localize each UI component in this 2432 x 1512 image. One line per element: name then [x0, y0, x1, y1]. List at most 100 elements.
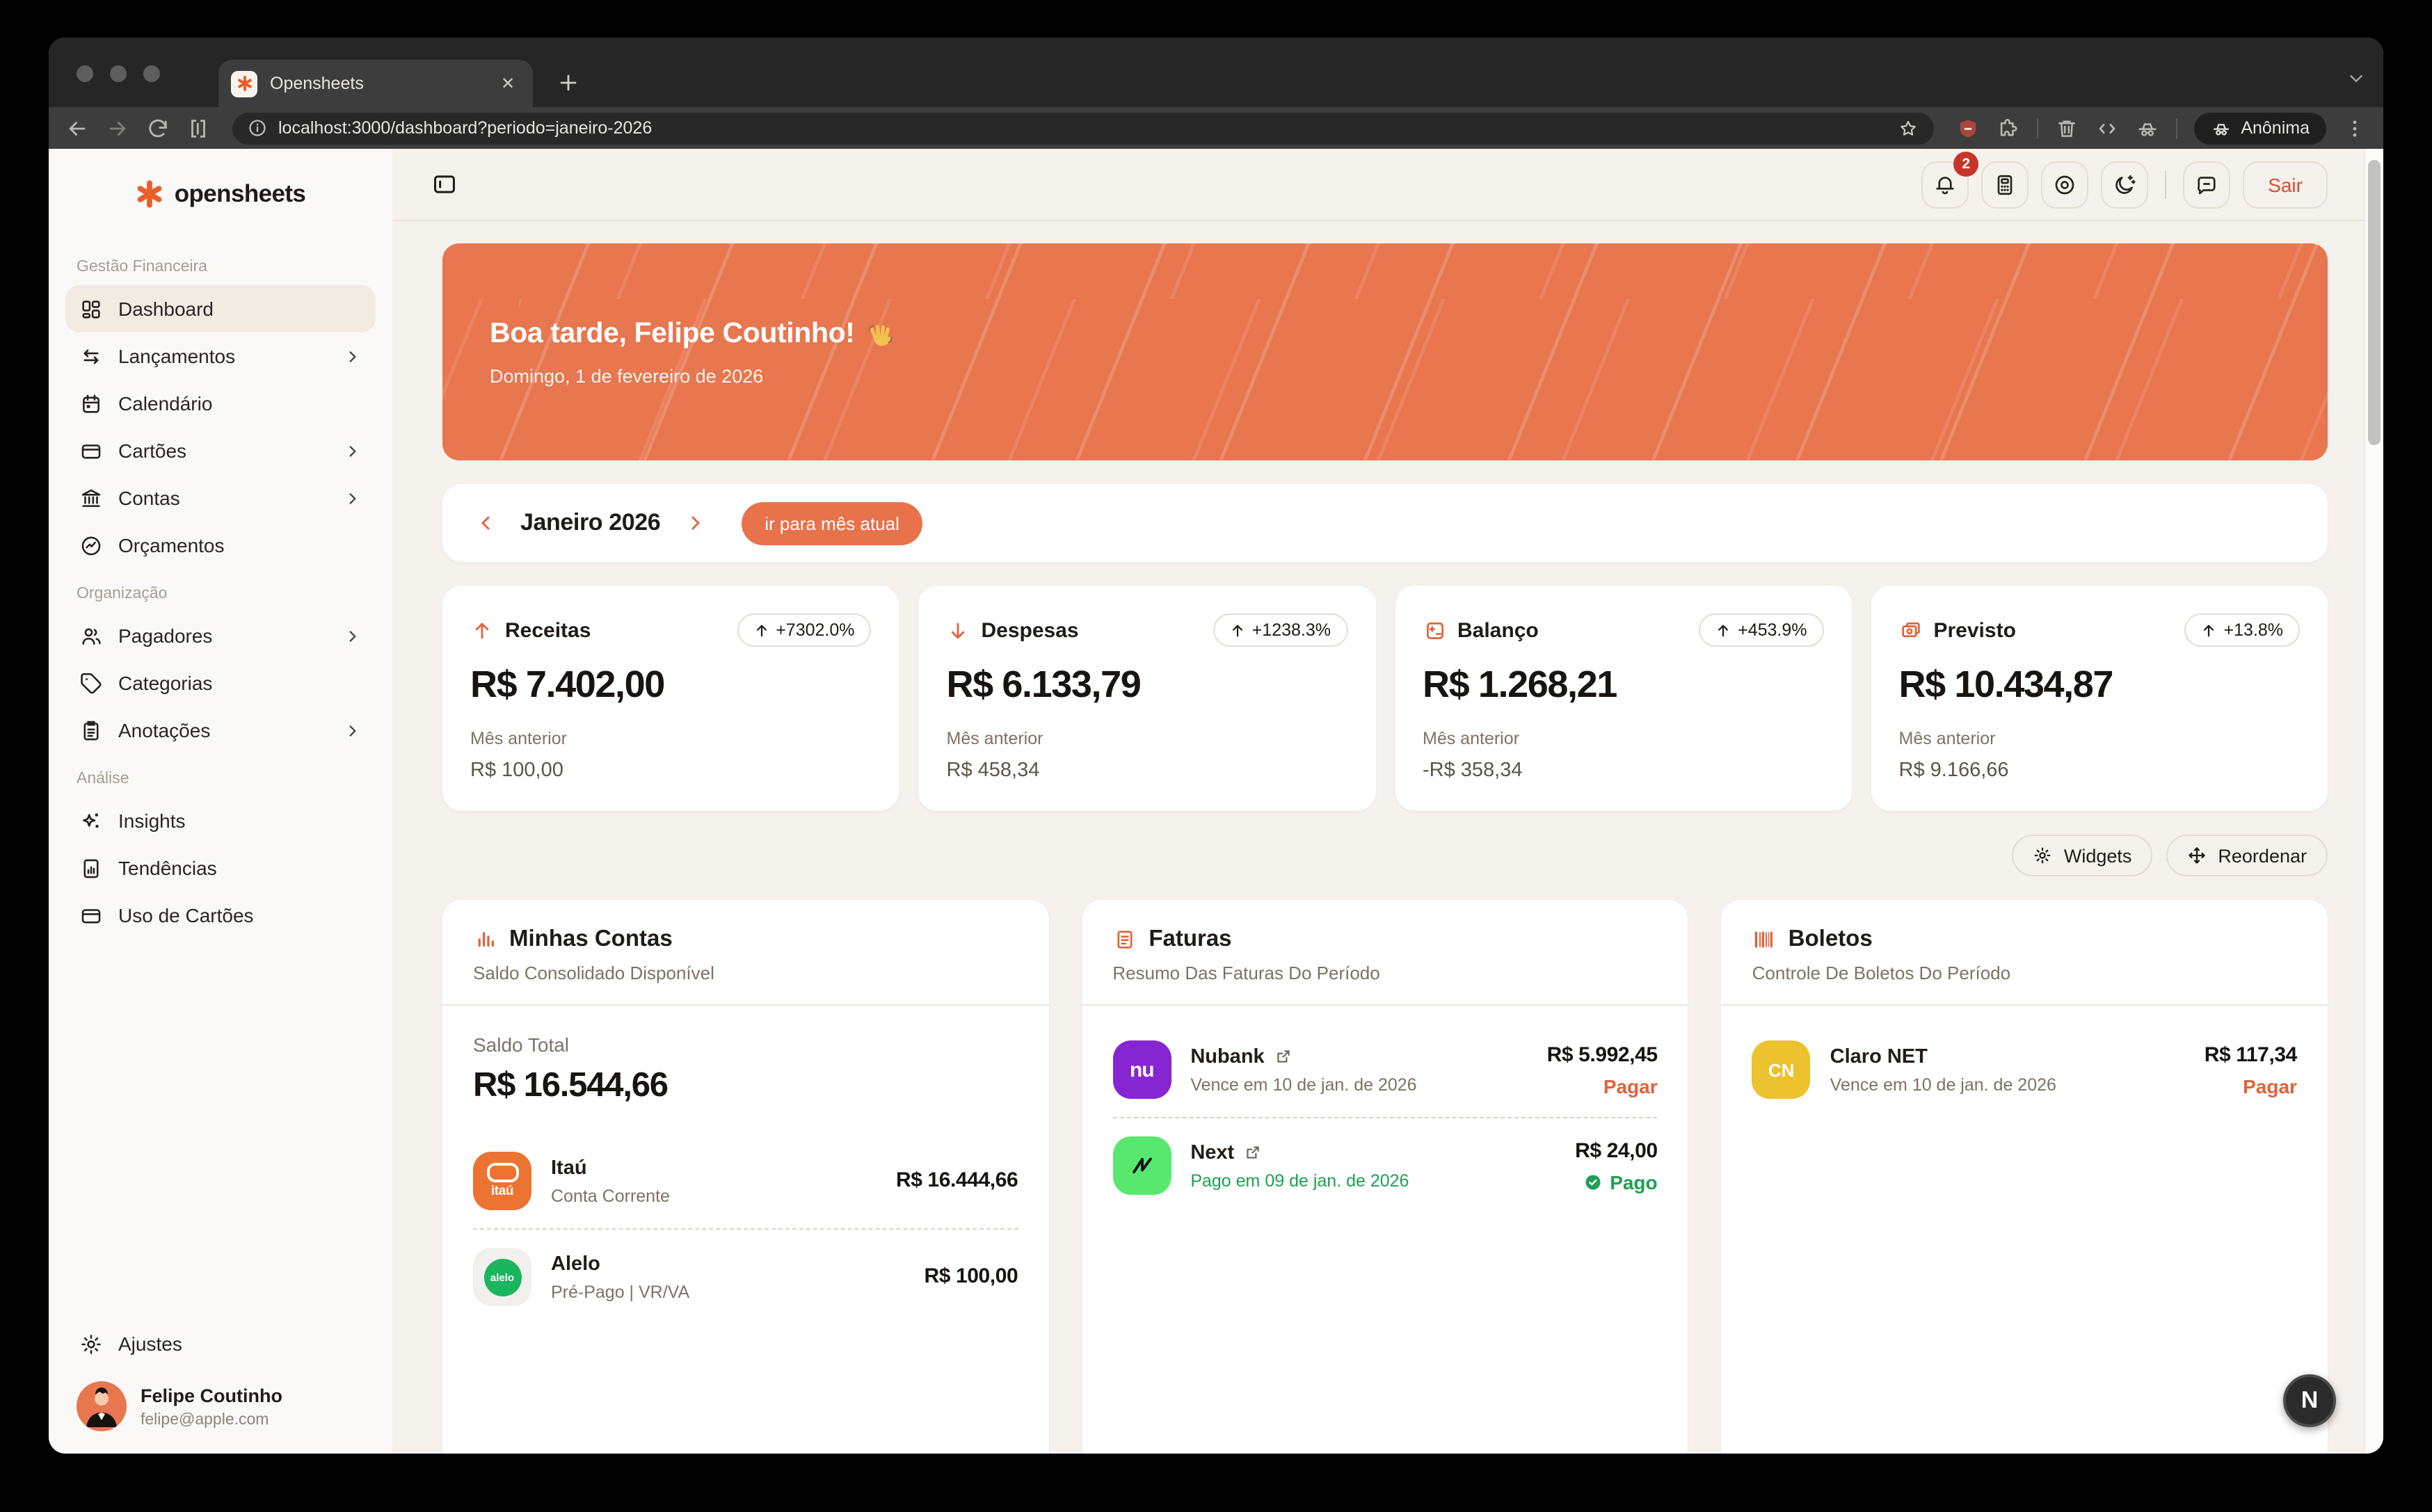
browser-toolbar: localhost:3000/dashboard?periodo=janeiro… — [49, 107, 2383, 149]
incognito-toolbar-icon[interactable] — [2135, 116, 2159, 140]
incognito-label: Anônima — [2241, 118, 2310, 138]
notifications-button[interactable]: 2 — [1921, 151, 1979, 208]
stat-value: R$ 1.268,21 — [1423, 663, 1617, 705]
back-icon[interactable] — [65, 116, 89, 140]
window-controls[interactable] — [77, 65, 160, 82]
card-title: Faturas — [1149, 926, 1232, 951]
scrollbar-thumb[interactable] — [2368, 160, 2381, 445]
sidebar: opensheets Gestão Financeira Dashboard L… — [49, 149, 392, 1454]
zoom-window-button[interactable] — [143, 65, 160, 82]
user-email: felipe@apple.com — [141, 1412, 269, 1429]
invoice-status[interactable]: Pagar — [1547, 1075, 1658, 1097]
credit-card-icon — [81, 444, 101, 458]
wave-emoji-icon — [869, 324, 893, 346]
alelo-logo: alelo — [473, 1248, 531, 1306]
widgets-label: Widgets — [2063, 845, 2132, 866]
stat-prev-value: -R$ 358,34 — [1423, 759, 1523, 782]
account-row: itaú Itaú Conta Corrente R$ 16.444,66 — [473, 1134, 1018, 1228]
sidebar-item-label: Contas — [118, 487, 180, 509]
sidebar-item-contas[interactable]: Contas — [65, 474, 376, 522]
sidebar-item-calendario[interactable]: Calendário — [65, 380, 376, 427]
tag-icon — [81, 672, 102, 693]
app-header: 2 — [392, 149, 2383, 221]
privacy-eye-button[interactable] — [2041, 161, 2089, 208]
stat-card-despesas: Despesas +1238.3% R$ 6.133,79 Mês anteri… — [918, 586, 1375, 811]
reload-icon[interactable] — [146, 116, 170, 140]
close-window-button[interactable] — [77, 65, 93, 82]
sidebar-item-lancamentos[interactable]: Lançamentos — [65, 332, 376, 380]
invoices-card: Faturas Resumo Das Faturas Do Período nu — [1082, 900, 1688, 1454]
external-link-icon[interactable] — [1274, 1047, 1293, 1065]
opensheets-favicon-icon — [231, 70, 257, 97]
invoice-paid-date: Pago em 09 de jan. de 2026 — [1190, 1171, 1409, 1190]
nextjs-dev-button[interactable]: N — [2283, 1374, 2336, 1427]
bookmark-star-icon[interactable] — [1897, 118, 1918, 138]
boleto-status[interactable]: Pagar — [2205, 1075, 2297, 1097]
move-icon — [2189, 847, 2206, 864]
sidebar-item-orcamentos[interactable]: Orçamentos — [65, 522, 376, 569]
dark-mode-button[interactable] — [2101, 161, 2149, 208]
sidebar-item-cartoes[interactable]: Cartões — [65, 427, 376, 474]
url-bar[interactable]: localhost:3000/dashboard?periodo=janeiro… — [232, 112, 1934, 144]
sidebar-item-uso-de-cartoes[interactable]: Uso de Cartões — [65, 892, 376, 939]
boletos-card: Boletos Controle De Boletos Do Período C… — [1721, 900, 2328, 1454]
sidebar-item-categorias[interactable]: Categorias — [65, 659, 376, 707]
forward-icon[interactable] — [106, 116, 129, 140]
calendar-icon — [83, 394, 99, 412]
logout-button[interactable]: Sair — [2243, 161, 2328, 208]
sidebar-item-insights[interactable]: Insights — [65, 797, 376, 844]
minimize-window-button[interactable] — [110, 65, 127, 82]
go-to-current-month-button[interactable]: ir para mês atual — [741, 501, 923, 545]
user-profile[interactable]: Felipe Coutinho felipe@apple.com — [65, 1367, 376, 1434]
claro-net-logo: CN — [1752, 1040, 1811, 1099]
total-balance-value: R$ 16.544,66 — [473, 1067, 669, 1104]
sidebar-item-ajustes[interactable]: Ajustes — [65, 1320, 376, 1367]
tab-search-chevron-icon[interactable] — [2346, 68, 2367, 96]
adblock-extension-icon[interactable] — [1955, 116, 1979, 140]
card-title: Minhas Contas — [509, 926, 673, 951]
sparkles-icon — [83, 812, 99, 828]
page-scrollbar[interactable] — [2364, 149, 2383, 1454]
stat-card-previsto: Previsto +13.8% R$ 10.434,87 Mês anterio… — [1871, 586, 2328, 811]
stat-badge: +453.9% — [1699, 613, 1824, 647]
feedback-button[interactable] — [2183, 161, 2231, 208]
sidebar-item-anotacoes[interactable]: Anotações — [65, 707, 376, 754]
period-selector: Janeiro 2026 ir para mês atual — [442, 484, 2328, 562]
browser-window: Opensheets ✕ localhost:3000/dashboard?pe… — [49, 38, 2383, 1454]
sidebar-item-label: Cartões — [118, 440, 187, 462]
invoice-amount: R$ 5.992,45 — [1546, 1043, 1658, 1066]
external-link-icon[interactable] — [1244, 1143, 1262, 1161]
new-tab-button[interactable] — [552, 67, 583, 97]
previous-month-button[interactable] — [465, 502, 506, 544]
barcode-icon — [1755, 931, 1773, 948]
sidebar-item-tendencias[interactable]: Tendências — [65, 844, 376, 892]
invoice-icon — [1117, 931, 1132, 949]
stat-label: Previsto — [1933, 618, 2016, 642]
widgets-button[interactable]: Widgets — [2012, 835, 2153, 876]
greeting-title: Boa tarde, Felipe Coutinho! — [490, 317, 2280, 351]
moon-stars-icon — [2115, 174, 2136, 193]
incognito-profile-badge[interactable]: Anônima — [2193, 112, 2326, 144]
sidebar-toggle-button[interactable] — [423, 163, 465, 205]
account-balance: R$ 100,00 — [924, 1264, 1018, 1288]
invoice-status: Pago — [1575, 1171, 1658, 1193]
site-info-icon[interactable] — [248, 118, 267, 138]
browser-menu-icon[interactable] — [2343, 116, 2367, 140]
invoice-row: Next Pago em 09 de jan. de 2026 R$ 24,00 — [1112, 1117, 1658, 1213]
sidebar-item-pagadores[interactable]: Pagadores — [65, 612, 376, 659]
reorder-label: Reordenar — [2218, 845, 2307, 866]
calculator-button[interactable] — [1981, 161, 2029, 208]
reading-list-icon[interactable] — [186, 116, 210, 140]
trash-icon[interactable] — [2054, 116, 2078, 140]
url-text[interactable]: localhost:3000/dashboard?periodo=janeiro… — [278, 118, 653, 138]
trend-up-icon — [1718, 624, 1729, 636]
extensions-puzzle-icon[interactable] — [1996, 116, 2019, 140]
browser-tab[interactable]: Opensheets ✕ — [218, 60, 533, 107]
reorder-button[interactable]: Reordenar — [2166, 835, 2328, 876]
sidebar-item-dashboard[interactable]: Dashboard — [65, 285, 376, 332]
code-icon[interactable] — [2095, 116, 2118, 140]
stat-prev-label: Mês anterior — [1423, 729, 1519, 748]
tab-close-icon[interactable]: ✕ — [500, 74, 515, 93]
next-month-button[interactable] — [674, 502, 716, 544]
